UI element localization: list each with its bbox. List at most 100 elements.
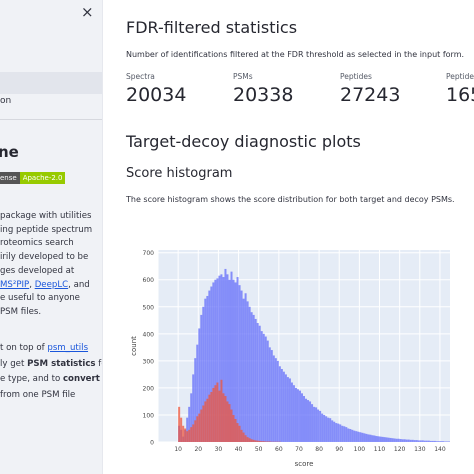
target-bar	[409, 439, 412, 442]
target-bar	[226, 274, 229, 442]
target-bar	[252, 314, 255, 442]
target-bar	[373, 435, 376, 442]
target-bar	[385, 437, 388, 442]
target-bar	[274, 358, 277, 442]
sidebar-intro: package with utilities ing peptide spect…	[0, 210, 102, 320]
x-tick-label: 10	[174, 446, 182, 453]
target-bar	[429, 440, 432, 442]
target-bar	[333, 421, 336, 442]
target-bar	[447, 441, 450, 442]
x-tick-label: 80	[315, 446, 323, 453]
link-separator: ,	[29, 279, 35, 290]
target-bar	[210, 286, 213, 442]
intro-after-links: , and	[68, 279, 90, 290]
target-bar	[327, 417, 330, 442]
y-tick-label: 700	[143, 250, 155, 257]
decoy-bar	[256, 440, 259, 442]
decoy-bar	[198, 413, 201, 442]
intro-line: e useful to anyone	[0, 293, 80, 304]
decoy-bar	[230, 409, 233, 442]
target-bar	[232, 279, 235, 442]
target-bar	[236, 277, 239, 442]
decoy-bar	[208, 394, 211, 442]
target-bar	[313, 406, 316, 442]
decoy-bar	[238, 425, 241, 442]
x-tick-label: 60	[275, 446, 283, 453]
y-tick-label: 400	[143, 331, 155, 338]
decoy-bar	[212, 387, 215, 442]
target-bar	[242, 298, 245, 442]
note-text: t on top of	[0, 343, 48, 353]
y-tick-label: 500	[143, 304, 155, 311]
target-bar	[341, 425, 344, 442]
metric-value: 20034	[126, 84, 187, 106]
target-bar	[302, 396, 306, 442]
fdr-caption: Number of identifications filtered at th…	[126, 50, 465, 59]
target-bar	[357, 431, 360, 442]
target-bar	[317, 409, 320, 442]
target-bar	[268, 347, 271, 442]
target-bar	[198, 328, 201, 442]
target-bar	[186, 417, 189, 442]
metric-value: 20338	[233, 84, 294, 106]
y-tick-label: 300	[143, 358, 155, 365]
metric-value: 165	[446, 84, 474, 106]
target-bar	[323, 414, 326, 442]
target-bar	[278, 366, 281, 442]
target-bar	[369, 434, 372, 442]
ms2pip-link[interactable]: MS²PIP	[0, 279, 30, 290]
score-histogram-caption: The score histogram shows the score dist…	[126, 195, 455, 204]
intro-line: irily developed to be	[0, 252, 89, 263]
target-bar	[298, 390, 301, 442]
sidebar-divider	[0, 119, 102, 120]
target-bar	[224, 268, 227, 442]
y-axis-label: count	[130, 336, 138, 356]
y-tick-label: 600	[143, 277, 155, 284]
target-bar	[246, 301, 249, 442]
target-bar	[359, 432, 362, 442]
target-bar	[284, 374, 287, 442]
metric-label: Peptides	[446, 72, 474, 81]
target-bar	[345, 427, 348, 442]
intro-line: ing peptide spectrum	[0, 224, 93, 235]
target-bar	[208, 290, 211, 442]
intro-line: PSM files.	[0, 306, 42, 317]
deeplc-link[interactable]: DeepLC	[34, 279, 69, 290]
sidebar-nav-item-selected[interactable]	[0, 72, 102, 94]
score-histogram-chart[interactable]: 0 100 200 300 400 500 600 700 10 20 30 40 50 60 70 80 90…	[126, 250, 456, 470]
decoy-bar	[218, 390, 221, 442]
target-bar	[282, 371, 285, 442]
target-bar	[425, 440, 428, 442]
target-bar	[387, 437, 390, 442]
metric-value: 27243	[340, 84, 401, 106]
target-bar	[321, 413, 324, 442]
target-bar	[202, 306, 205, 442]
metric-peptides-2: Peptides 165	[446, 72, 474, 106]
target-bar	[194, 358, 197, 442]
close-sidebar-icon[interactable]: ×	[81, 3, 94, 21]
target-bar	[407, 439, 410, 442]
target-bar	[401, 439, 404, 442]
target-bar	[196, 344, 199, 442]
sidebar-nav-item[interactable]: on	[0, 96, 12, 106]
decoy-bar	[242, 432, 245, 442]
diagnostic-plots-title: Target-decoy diagnostic plots	[126, 132, 361, 151]
target-bar	[214, 279, 217, 442]
target-bar	[262, 333, 265, 442]
target-bar	[367, 434, 370, 442]
metric-peptides: Peptides 27243	[340, 72, 400, 106]
target-bar	[343, 426, 346, 442]
decoy-bar	[184, 428, 187, 442]
decoy-bar	[216, 382, 219, 442]
target-bar	[381, 436, 384, 442]
target-bar	[331, 420, 334, 442]
x-tick-label: 40	[235, 446, 243, 453]
target-bar	[190, 393, 193, 442]
target-bar	[188, 406, 191, 442]
target-bar	[192, 374, 195, 442]
license-badge[interactable]: ense Apache-2.0	[0, 172, 66, 184]
x-tick-label: 50	[255, 446, 263, 453]
x-tick-label: 90	[335, 446, 343, 453]
decoy-bar	[246, 437, 249, 442]
psm-utils-link[interactable]: psm_utils	[47, 343, 89, 353]
